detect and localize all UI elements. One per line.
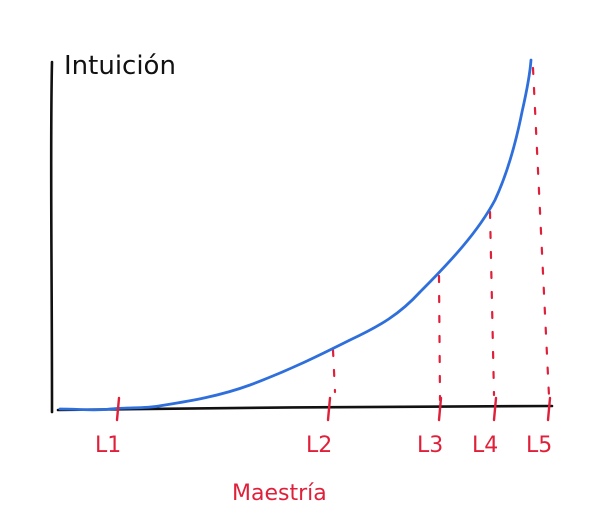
marker-line-3 (437, 274, 442, 402)
y-axis-title: Intuición (64, 51, 176, 81)
x-tick-label: L4 (472, 433, 498, 458)
x-tick-label: L3 (417, 433, 443, 458)
marker-line-4 (488, 210, 496, 397)
y-axis-line (49, 60, 54, 414)
x-tick-mark (115, 396, 121, 422)
marker-line-2 (331, 348, 337, 394)
x-tick-label: L1 (95, 433, 121, 458)
x-tick-label: L5 (526, 433, 552, 458)
x-tick-mark (437, 396, 443, 422)
x-tick-mark (546, 396, 552, 422)
x-tick-mark (326, 396, 332, 422)
x-axis-title: Maestría (232, 481, 327, 506)
x-tick-label: L2 (306, 433, 332, 458)
x-tick-mark (492, 396, 498, 422)
series-line (58, 58, 533, 412)
marker-line-5 (531, 66, 551, 398)
